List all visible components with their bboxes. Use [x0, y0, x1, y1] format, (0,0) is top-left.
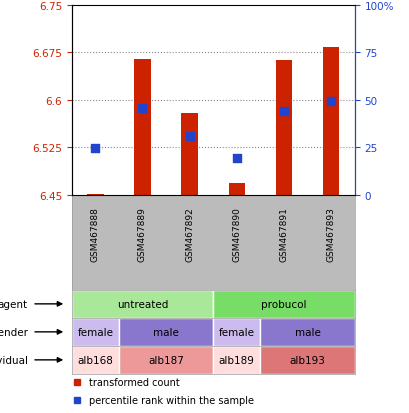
- Point: [327, 99, 333, 105]
- Text: probucol: probucol: [261, 299, 306, 309]
- Text: agent: agent: [0, 299, 28, 309]
- Text: male: male: [294, 327, 320, 337]
- Point: [280, 108, 286, 115]
- Text: individual: individual: [0, 355, 28, 365]
- Bar: [181, 113, 198, 195]
- Text: alb168: alb168: [77, 355, 113, 365]
- Bar: [72, 318, 119, 346]
- Bar: [213, 290, 354, 318]
- Bar: [72, 290, 213, 318]
- Bar: [119, 346, 213, 374]
- Text: GSM467888: GSM467888: [91, 207, 99, 261]
- Text: male: male: [153, 327, 179, 337]
- Bar: [275, 61, 292, 195]
- Bar: [72, 346, 119, 374]
- Text: GSM467893: GSM467893: [326, 207, 335, 261]
- Point: [92, 145, 98, 152]
- Text: female: female: [77, 327, 113, 337]
- Point: [233, 155, 239, 162]
- Text: alb193: alb193: [289, 355, 325, 365]
- Bar: [260, 346, 354, 374]
- Text: GSM467891: GSM467891: [279, 207, 288, 261]
- Text: alb189: alb189: [218, 355, 254, 365]
- Text: GSM467892: GSM467892: [185, 207, 193, 261]
- Bar: [322, 48, 339, 195]
- Text: transformed count: transformed count: [88, 377, 179, 387]
- Point: [186, 133, 192, 140]
- Point: [139, 106, 146, 112]
- Text: GSM467889: GSM467889: [138, 207, 146, 261]
- Text: gender: gender: [0, 327, 28, 337]
- Text: untreated: untreated: [117, 299, 168, 309]
- Text: percentile rank within the sample: percentile rank within the sample: [88, 395, 253, 405]
- Bar: [213, 318, 260, 346]
- Text: female: female: [218, 327, 254, 337]
- Bar: [260, 318, 354, 346]
- Bar: [213, 346, 260, 374]
- Bar: [228, 184, 245, 195]
- Bar: [87, 194, 103, 195]
- Text: GSM467890: GSM467890: [232, 207, 240, 261]
- Bar: [119, 318, 213, 346]
- Bar: [134, 59, 151, 195]
- Text: alb187: alb187: [148, 355, 184, 365]
